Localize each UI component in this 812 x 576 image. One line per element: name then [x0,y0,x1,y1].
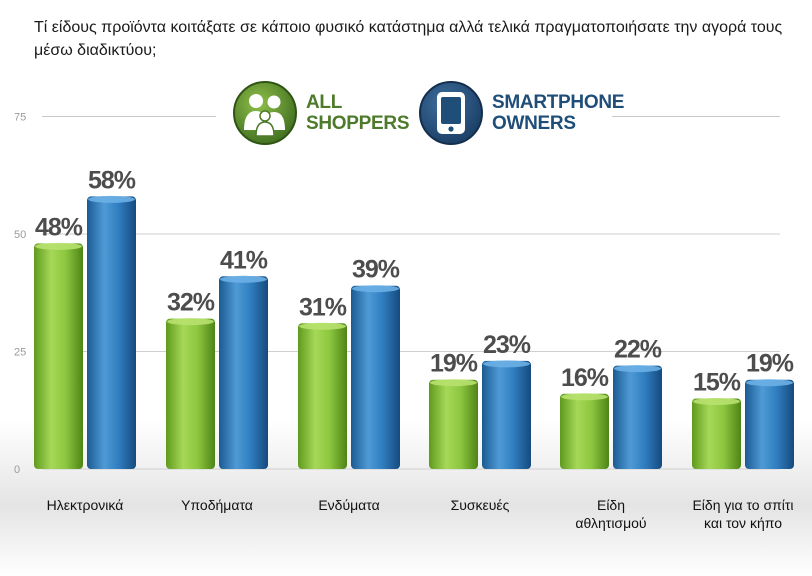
data-label: 48% [35,213,83,241]
x-category-label-line: Ενδύματα [318,497,380,513]
bar-top-cap [614,365,661,373]
legend-smart-line1: SMARTPHONE [492,92,625,113]
bar-top-cap [88,195,135,203]
data-label: 58% [88,166,136,194]
y-tick-label: 0 [14,464,20,476]
legend-all-shoppers: ALL SHOPPERS [232,80,409,146]
bar-all-shoppers [166,318,215,469]
legend-smartphone-owners: SMARTPHONE OWNERS [418,80,624,146]
legend-all-line2: SHOPPERS [306,113,410,134]
bar-top-cap [35,242,82,250]
data-label: 16% [561,364,609,392]
bar-all-shoppers [34,243,83,469]
bar-smartphone-owners [219,276,268,469]
x-category-label: Υποδήματα [152,496,282,514]
x-category-label: Είδη αθλητισμού [546,496,676,532]
x-category-label: Ηλεκτρονικά [20,496,150,514]
bar-all-shoppers [692,398,741,469]
data-label: 19% [430,350,478,378]
y-tick-label: 50 [14,229,26,241]
bar-top-cap [693,398,740,405]
x-category-label: Είδη για το σπίτι και τον κήπο [678,496,808,532]
people-icon [233,81,297,145]
bar-smartphone-owners [87,196,136,469]
y-tick-label: 25 [14,347,26,359]
data-label: 23% [483,331,531,359]
x-category-label-line: και τον κήπο [704,515,782,531]
bar-smartphone-owners [613,365,662,469]
bar-all-shoppers [429,379,478,469]
x-category-label-line: Υποδήματα [181,497,253,513]
x-category-label-line: Ηλεκτρονικά [46,497,124,513]
bar-top-cap [561,393,608,401]
x-category-label-line: Είδη για το σπίτι [692,497,794,513]
x-category-label-line: Συσκευές [450,497,510,513]
bar-top-cap [746,379,793,387]
bar-smartphone-owners [351,285,400,469]
data-label: 31% [299,293,347,321]
bar-smartphone-owners [745,379,794,469]
bar-smartphone-owners [482,360,531,469]
bar-all-shoppers [298,323,347,469]
bar-top-cap [299,322,346,330]
x-category-label-line: Είδη [596,497,626,513]
bar-top-cap [220,275,267,283]
bar-top-cap [167,318,214,326]
data-label: 15% [693,369,741,397]
bar-top-cap [483,360,530,368]
chart-title: Τί είδους προϊόντα κοιτάξατε σε κάποιο φ… [34,19,783,59]
y-tick-label: 75 [14,112,26,124]
bar-all-shoppers [560,393,609,469]
bar-top-cap [430,379,477,387]
smartphone-icon [419,81,483,145]
data-label: 19% [746,350,794,378]
x-category-label: Συσκευές [415,496,545,514]
legend-smart-line2: OWNERS [492,113,576,134]
legend-label-smartphone-owners: SMARTPHONE OWNERS [492,92,624,134]
legend-label-all-shoppers: ALL SHOPPERS [306,92,409,134]
legend-all-line1: ALL [306,92,343,113]
data-label: 22% [614,336,662,364]
bar-top-cap [352,285,399,293]
x-category-label-line: αθλητισμού [575,515,647,531]
data-label: 39% [352,256,400,284]
data-label: 41% [220,246,268,274]
x-category-label: Ενδύματα [284,496,414,514]
data-label: 32% [167,289,215,317]
